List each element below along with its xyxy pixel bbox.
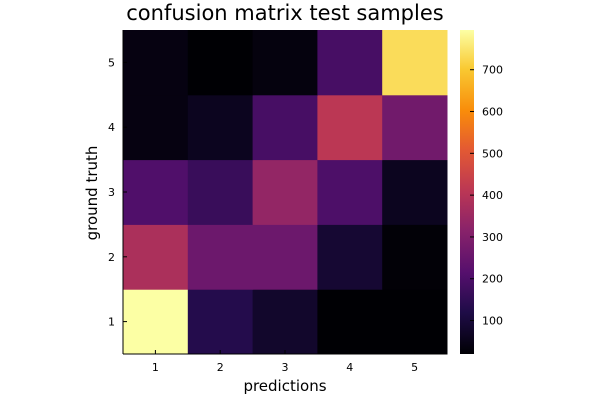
heatmap-cell-gt1-pred1	[123, 289, 189, 355]
colorbar	[460, 30, 474, 354]
y-tick-label: 2	[108, 251, 115, 264]
colorbar-tick-label: 400	[482, 189, 503, 202]
heatmap-cell-gt4-pred3	[252, 94, 318, 161]
heatmap-cell-gt1-pred2	[187, 289, 254, 355]
x-tick-label: 5	[411, 361, 418, 374]
colorbar-tick-label: 600	[482, 106, 503, 119]
y-tick-label: 1	[108, 316, 115, 329]
heatmap-cell-gt5-pred5	[382, 30, 448, 96]
heatmap-cell-gt3-pred4	[317, 159, 383, 225]
heatmap-cell-gt4-pred5	[382, 94, 448, 161]
y-tick-label: 5	[108, 56, 115, 69]
colorbar-tick-label: 300	[482, 231, 503, 244]
colorbar-tick-label: 100	[482, 315, 503, 328]
colorbar-tick-label: 700	[482, 64, 503, 77]
x-axis-label: predictions	[243, 377, 326, 395]
x-axis-ticks: 1 2 3 4 5	[152, 350, 418, 374]
heatmap-cell-gt3-pred1	[123, 159, 189, 225]
heatmap-cell-gt3-pred5	[382, 159, 448, 225]
y-axis-label: ground truth	[83, 146, 101, 241]
colorbar-tick-label: 200	[482, 273, 503, 286]
heatmap-cell-gt2-pred3	[252, 224, 318, 290]
y-axis-ticks: 1 2 3 4 5	[108, 56, 127, 329]
heatmap-cell-gt5-pred3	[252, 30, 318, 96]
heatmap-cell-gt5-pred2	[187, 30, 254, 96]
x-tick-label: 2	[217, 361, 224, 374]
heatmap-cell-gt2-pred4	[317, 224, 383, 290]
heatmap-cell-gt2-pred1	[123, 224, 189, 290]
x-tick-label: 3	[282, 361, 289, 374]
x-tick-label: 1	[152, 361, 159, 374]
heatmap-cell-gt1-pred4	[317, 289, 383, 355]
x-tick-label: 4	[346, 361, 353, 374]
heatmap-cell-gt3-pred2	[187, 159, 254, 225]
heatmap-cell-gt1-pred3	[252, 289, 318, 355]
chart-title: confusion matrix test samples	[126, 1, 443, 25]
heatmap-cells	[123, 30, 448, 355]
heatmap-cell-gt4-pred1	[123, 94, 189, 161]
y-tick-label: 3	[108, 186, 115, 199]
heatmap-cell-gt4-pred2	[187, 94, 254, 161]
heatmap-cell-gt5-pred1	[123, 30, 189, 96]
heatmap-cell-gt5-pred4	[317, 30, 383, 96]
heatmap-cell-gt2-pred2	[187, 224, 254, 290]
y-tick-label: 4	[108, 121, 115, 134]
heatmap-cell-gt3-pred3	[252, 159, 318, 225]
colorbar-tick-label: 500	[482, 147, 503, 160]
heatmap-cell-gt2-pred5	[382, 224, 448, 290]
heatmap-cell-gt4-pred4	[317, 94, 383, 161]
colorbar-ticks: 100 200 300 400 500 600 700	[470, 64, 503, 328]
heatmap-cell-gt1-pred5	[382, 289, 448, 355]
